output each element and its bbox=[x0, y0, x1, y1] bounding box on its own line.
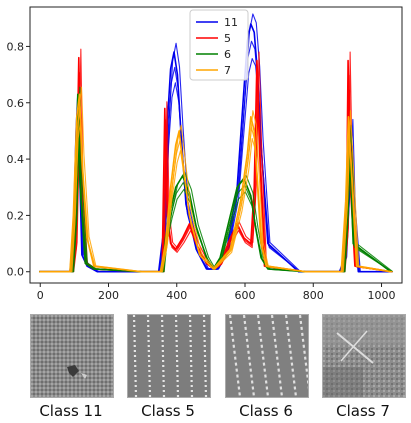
y-tick-label: 0.0 bbox=[7, 266, 25, 279]
y-tick-label: 0.6 bbox=[7, 97, 25, 110]
y-tick-label: 0.2 bbox=[7, 209, 25, 222]
line-chart: 0.0 0.2 0.4 0.6 0.8 0 200 400 600 800 1000 11 5 6 7 bbox=[7, 6, 403, 300]
thumbnail-class-6 bbox=[225, 314, 309, 398]
legend-label-7: 7 bbox=[224, 64, 231, 77]
y-tick-label: 0.4 bbox=[7, 153, 25, 166]
caption-class-7: Class 7 bbox=[336, 402, 390, 420]
legend: 11 5 6 7 bbox=[189, 9, 249, 81]
x-tick-label: 200 bbox=[98, 289, 119, 300]
caption-class-6: Class 6 bbox=[239, 402, 293, 420]
caption-class-5: Class 5 bbox=[141, 402, 195, 420]
thumbnail-class-7 bbox=[322, 314, 406, 398]
x-tick-label: 400 bbox=[166, 289, 187, 300]
legend-label-11: 11 bbox=[224, 16, 238, 29]
x-tick-label: 800 bbox=[303, 289, 324, 300]
legend-box bbox=[189, 9, 249, 81]
series-line-7 bbox=[41, 86, 393, 273]
x-tick-label: 0 bbox=[37, 289, 44, 300]
legend-label-5: 5 bbox=[224, 32, 231, 45]
x-tick-label: 1000 bbox=[368, 289, 396, 300]
y-tick-label: 0.8 bbox=[7, 40, 25, 53]
y-axis: 0.0 0.2 0.4 0.6 0.8 bbox=[7, 40, 30, 279]
thumbnail-class-5 bbox=[127, 314, 211, 398]
caption-class-11: Class 11 bbox=[39, 402, 103, 420]
x-tick-label: 600 bbox=[235, 289, 256, 300]
legend-label-6: 6 bbox=[224, 48, 231, 61]
thumbnail-class-11 bbox=[30, 314, 114, 398]
series-lines bbox=[39, 13, 394, 273]
x-axis: 0 200 400 600 800 1000 bbox=[37, 283, 396, 300]
